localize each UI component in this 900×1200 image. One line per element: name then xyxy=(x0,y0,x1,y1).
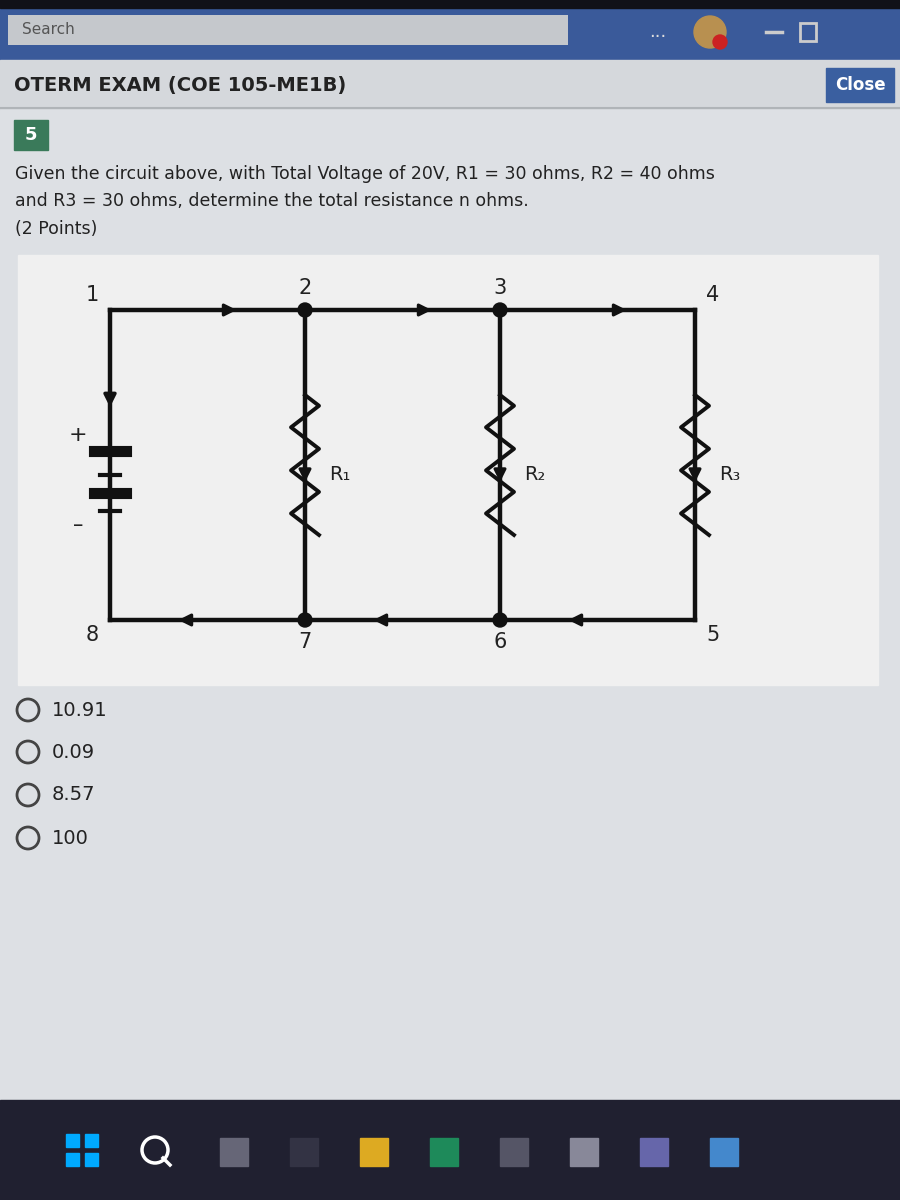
Bar xyxy=(290,1138,318,1166)
Bar xyxy=(0,8,900,60)
Bar xyxy=(500,1138,528,1166)
Text: OTERM EXAM (COE 105-ME1B): OTERM EXAM (COE 105-ME1B) xyxy=(14,76,346,95)
Text: 6: 6 xyxy=(493,632,507,652)
Bar xyxy=(0,0,900,8)
Text: 5: 5 xyxy=(25,126,37,144)
Text: 3: 3 xyxy=(493,278,507,298)
Text: +: + xyxy=(68,425,87,445)
Bar xyxy=(570,1138,598,1166)
Text: Given the circuit above, with Total Voltage of 20V, R1 = 30 ohms, R2 = 40 ohms: Given the circuit above, with Total Volt… xyxy=(15,164,715,182)
Bar xyxy=(66,1153,79,1166)
Bar xyxy=(710,1138,738,1166)
Bar xyxy=(0,1100,900,1200)
Text: 10.91: 10.91 xyxy=(52,701,108,720)
Text: R₁: R₁ xyxy=(329,466,350,485)
Bar xyxy=(826,68,894,102)
Circle shape xyxy=(713,35,727,49)
Bar xyxy=(0,110,900,1100)
Circle shape xyxy=(298,302,312,317)
Text: Close: Close xyxy=(834,76,886,94)
Text: Search: Search xyxy=(22,23,75,37)
Bar xyxy=(14,120,48,150)
Text: 1: 1 xyxy=(86,284,99,305)
Text: and R3 = 30 ohms, determine the total resistance n ohms.: and R3 = 30 ohms, determine the total re… xyxy=(15,192,529,210)
Bar xyxy=(360,1138,388,1166)
Circle shape xyxy=(694,16,726,48)
Bar xyxy=(18,254,878,685)
Bar xyxy=(8,14,568,44)
Bar xyxy=(430,1138,458,1166)
Bar xyxy=(0,60,900,110)
Text: (2 Points): (2 Points) xyxy=(15,220,97,238)
Bar xyxy=(66,1134,79,1147)
Text: 2: 2 xyxy=(299,278,311,298)
Text: 8: 8 xyxy=(86,625,99,646)
Bar xyxy=(640,1138,668,1166)
Bar xyxy=(220,1138,248,1166)
Text: 7: 7 xyxy=(299,632,311,652)
Text: 0.09: 0.09 xyxy=(52,743,95,762)
Text: 8.57: 8.57 xyxy=(52,786,95,804)
Text: 5: 5 xyxy=(706,625,720,646)
Text: R₃: R₃ xyxy=(719,466,740,485)
Circle shape xyxy=(493,613,507,626)
Circle shape xyxy=(493,302,507,317)
Bar xyxy=(85,1134,98,1147)
Text: R₂: R₂ xyxy=(524,466,545,485)
Text: –: – xyxy=(73,515,83,535)
Bar xyxy=(85,1153,98,1166)
Circle shape xyxy=(298,613,312,626)
Text: ...: ... xyxy=(650,23,667,41)
Text: 4: 4 xyxy=(706,284,720,305)
Bar xyxy=(800,23,816,41)
Text: 100: 100 xyxy=(52,828,89,847)
